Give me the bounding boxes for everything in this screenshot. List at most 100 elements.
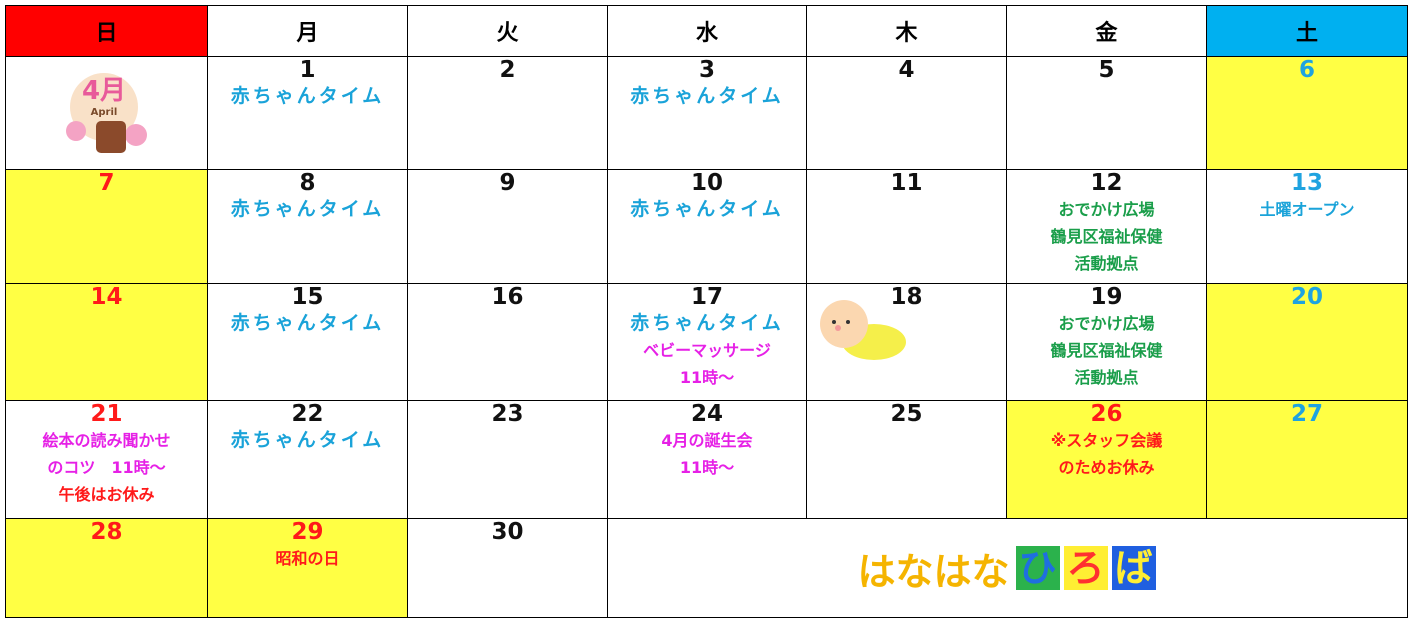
- day-cell: 6: [1206, 56, 1408, 170]
- day-cell: 5: [1006, 56, 1207, 170]
- date-number: 6: [1298, 57, 1315, 83]
- day-cell: 7: [5, 169, 208, 284]
- day-cell: 17 赤ちゃんタイム ベビーマッサージ 11時～: [607, 283, 807, 401]
- note: おでかけ広場: [1058, 200, 1155, 219]
- note: ベビーマッサージ: [643, 341, 771, 360]
- day-cell: 4: [806, 56, 1007, 170]
- week-row: 28 29 昭和の日 30 はなはなひろば: [5, 518, 1408, 618]
- note: のコツ 11時～: [47, 458, 166, 477]
- flower: [65, 121, 86, 141]
- date-number: 12: [1090, 170, 1123, 196]
- note: 赤ちゃんタイム: [230, 85, 385, 107]
- note: 4月の誕生会: [661, 431, 753, 450]
- date-number: 4: [898, 57, 915, 83]
- day-header: 火: [407, 5, 608, 57]
- note: 赤ちゃんタイム: [630, 312, 784, 334]
- date-number: 24: [690, 401, 723, 427]
- day-cell: 26 ※スタッフ会議 のためお休み: [1006, 400, 1207, 519]
- day-cell: 27: [1206, 400, 1408, 519]
- logo-text: はなはな: [857, 549, 1010, 594]
- date-number: 13: [1290, 170, 1323, 196]
- eye: [845, 320, 850, 324]
- day-cell: 23: [407, 400, 608, 519]
- week-row: 7 8 赤ちゃんタイム 9 10 赤ちゃんタイム 11 12 おでかけ広場 鶴見区福祉保健 活動拠点…: [5, 169, 1408, 284]
- date-number: 16: [491, 284, 524, 310]
- badge-month: 4月: [81, 76, 125, 106]
- baby-illustration: [819, 300, 906, 360]
- school-bag: [95, 121, 126, 153]
- date-number: 3: [698, 57, 715, 83]
- date-number: 18: [890, 284, 923, 310]
- date-number: 19: [1090, 284, 1123, 310]
- note: のためお休み: [1058, 458, 1155, 477]
- note: 赤ちゃんタイム: [230, 198, 385, 220]
- calendar: 日月火水木金土 4月 April 1 赤ちゃんタイム 2 3 赤ちゃんタイム 4 5 6 7 8 赤ちゃ…: [5, 5, 1408, 618]
- day-cell: 12 おでかけ広場 鶴見区福祉保健 活動拠点: [1006, 169, 1207, 284]
- date-number: 9: [499, 170, 516, 196]
- day-header: 金: [1006, 5, 1207, 57]
- week-row: 4月 April 1 赤ちゃんタイム 2 3 赤ちゃんタイム 4 5 6: [5, 56, 1408, 170]
- date-number: 22: [291, 401, 324, 427]
- note: ※スタッフ会議: [1050, 431, 1163, 450]
- date-number: 30: [491, 519, 524, 545]
- day-cell: 14: [5, 283, 208, 401]
- date-number: 14: [90, 284, 123, 310]
- date-number: 11: [890, 170, 923, 196]
- date-number: 26: [1090, 401, 1123, 427]
- date-number: 27: [1290, 401, 1323, 427]
- day-cell: 13 土曜オープン: [1206, 169, 1408, 284]
- note: 赤ちゃんタイム: [630, 198, 784, 220]
- note: 活動拠点: [1074, 254, 1139, 273]
- date-number: 23: [491, 401, 524, 427]
- note: 赤ちゃんタイム: [230, 312, 385, 334]
- week-row: 21 絵本の読み聞かせ のコツ 11時～ 午後はお休み 22 赤ちゃんタイム 23 24 4月の…: [5, 400, 1408, 519]
- flower: [124, 124, 147, 146]
- note: 赤ちゃんタイム: [630, 85, 784, 107]
- day-header: 木: [806, 5, 1007, 57]
- day-cell: 15 赤ちゃんタイム: [207, 283, 408, 401]
- logo-box: ひ: [1015, 546, 1060, 590]
- week-row: 14 15 赤ちゃんタイム 16 17 赤ちゃんタイム ベビーマッサージ 11時～ 18 19 おで…: [5, 283, 1408, 401]
- cheek: [834, 325, 841, 331]
- note: 昭和の日: [275, 549, 340, 568]
- day-cell: 1 赤ちゃんタイム: [207, 56, 408, 170]
- day-cell: 20: [1206, 283, 1408, 401]
- logo: はなはなひろば: [608, 519, 1407, 617]
- logo-box: ば: [1111, 546, 1156, 590]
- day-cell: 9: [407, 169, 608, 284]
- note: 活動拠点: [1074, 368, 1139, 387]
- logo-box: ろ: [1063, 546, 1108, 590]
- note: 赤ちゃんタイム: [230, 429, 385, 451]
- day-cell: 3 赤ちゃんタイム: [607, 56, 807, 170]
- day-cell: 16: [407, 283, 608, 401]
- day-cell: 8 赤ちゃんタイム: [207, 169, 408, 284]
- day-cell: 25: [806, 400, 1007, 519]
- date-number: 28: [90, 519, 123, 545]
- badge-sub: April: [90, 107, 117, 118]
- day-cell: 10 赤ちゃんタイム: [607, 169, 807, 284]
- day-header: 月: [207, 5, 408, 57]
- date-number: 20: [1290, 284, 1323, 310]
- day-cell: 29 昭和の日: [207, 518, 408, 618]
- day-cell: 2: [407, 56, 608, 170]
- note: 午後はお休み: [58, 485, 155, 504]
- date-number: 10: [690, 170, 723, 196]
- logo-cell: はなはなひろば: [607, 518, 1408, 618]
- day-cell: 30: [407, 518, 608, 618]
- date-number: 29: [291, 519, 324, 545]
- day-header: 水: [607, 5, 807, 57]
- date-number: 2: [499, 57, 516, 83]
- day-cell: 21 絵本の読み聞かせ のコツ 11時～ 午後はお休み: [5, 400, 208, 519]
- date-number: 1: [299, 57, 316, 83]
- date-number: 21: [90, 401, 123, 427]
- note: 11時～: [679, 368, 735, 387]
- day-cell: 18: [806, 283, 1007, 401]
- note: 土曜オープン: [1259, 200, 1355, 219]
- date-number: 15: [291, 284, 324, 310]
- baby-head: [819, 300, 868, 348]
- note: 絵本の読み聞かせ: [42, 431, 171, 450]
- note: 鶴見区福祉保健: [1050, 341, 1163, 360]
- day-cell: 11: [806, 169, 1007, 284]
